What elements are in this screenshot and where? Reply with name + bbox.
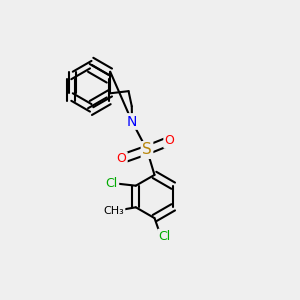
Text: Cl: Cl xyxy=(106,177,118,190)
Text: S: S xyxy=(142,142,152,158)
Text: N: N xyxy=(127,115,137,128)
Text: O: O xyxy=(165,134,174,148)
Text: CH₃: CH₃ xyxy=(103,206,124,215)
Text: Cl: Cl xyxy=(158,230,171,243)
Text: O: O xyxy=(117,152,126,166)
